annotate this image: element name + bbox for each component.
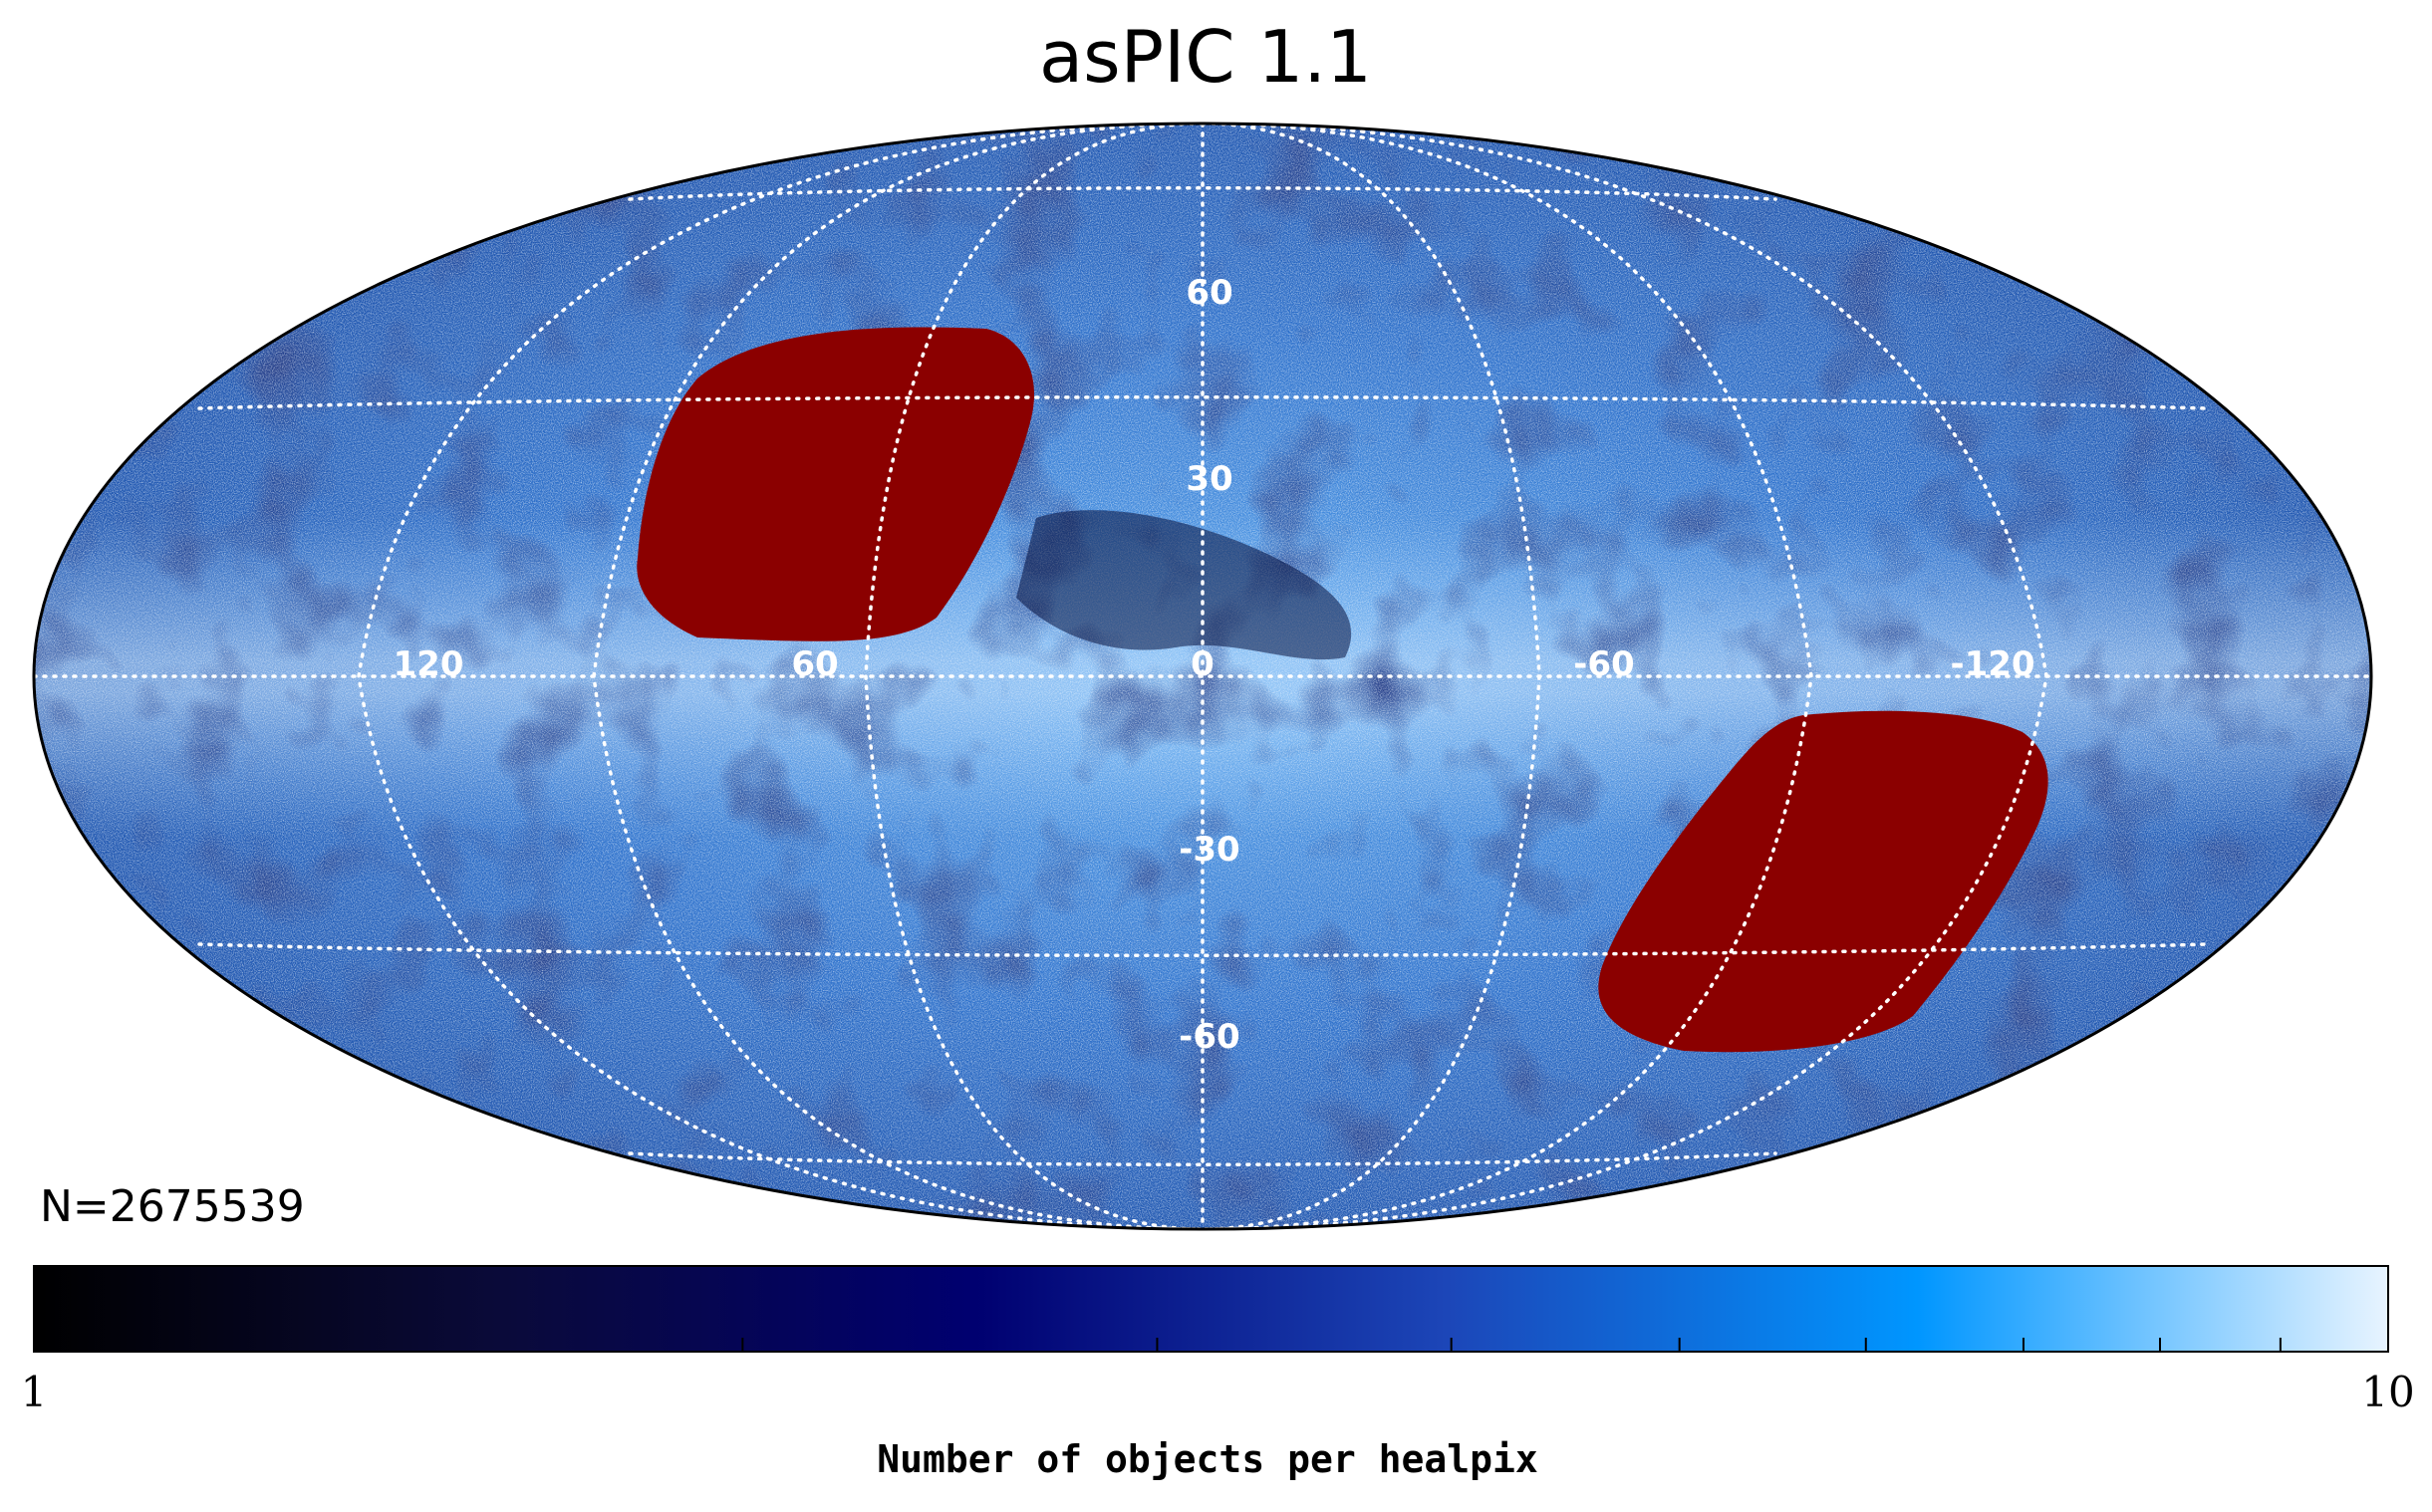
longitude-label: 0 (1191, 644, 1215, 684)
colorbar-ticks (741, 1338, 2282, 1352)
map-border (32, 122, 2373, 1231)
latitude-label: -30 (1179, 830, 1239, 870)
meridian-line (1201, 124, 1541, 1229)
map-title: asPIC 1.1 (1039, 15, 1372, 99)
sky-map (34, 124, 2371, 1229)
parallel-line (628, 186, 1777, 201)
longitude-labels: 120 60 0 -60 -120 (394, 644, 2035, 684)
colorbar-title: Number of objects per healpix (877, 1437, 1537, 1481)
dust-cloud-region (1016, 510, 1352, 660)
longitude-label: 120 (394, 644, 464, 684)
latitude-label: 30 (1186, 459, 1232, 499)
masked-region-north (637, 327, 1034, 641)
meridian-line (592, 124, 1205, 1229)
parallel-line (197, 395, 2208, 410)
meridian-line (1201, 124, 1813, 1229)
meridian-line (357, 124, 1205, 1229)
longitude-label: -120 (1950, 644, 2034, 684)
object-count-label: N=2675539 (40, 1181, 305, 1232)
graticule (34, 124, 2371, 1229)
parallel-line (197, 942, 2208, 957)
colorbar-gradient (33, 1265, 2389, 1353)
colorbar-max-label: 10 (2361, 1368, 2414, 1416)
meridian-line (864, 124, 1205, 1229)
latitude-label: -60 (1179, 1017, 1239, 1057)
colorbar: 1 10 Number of objects per healpix (21, 1265, 2415, 1481)
latitude-label: 60 (1186, 273, 1232, 313)
latitude-labels: 60 30 -30 -60 (1179, 273, 1239, 1057)
parallel-line (628, 1151, 1777, 1166)
longitude-label: -60 (1573, 644, 1634, 684)
longitude-label: 60 (791, 644, 838, 684)
colorbar-min-label: 1 (21, 1368, 48, 1416)
masked-region-south (1598, 710, 2048, 1053)
meridian-line (1201, 124, 2048, 1229)
